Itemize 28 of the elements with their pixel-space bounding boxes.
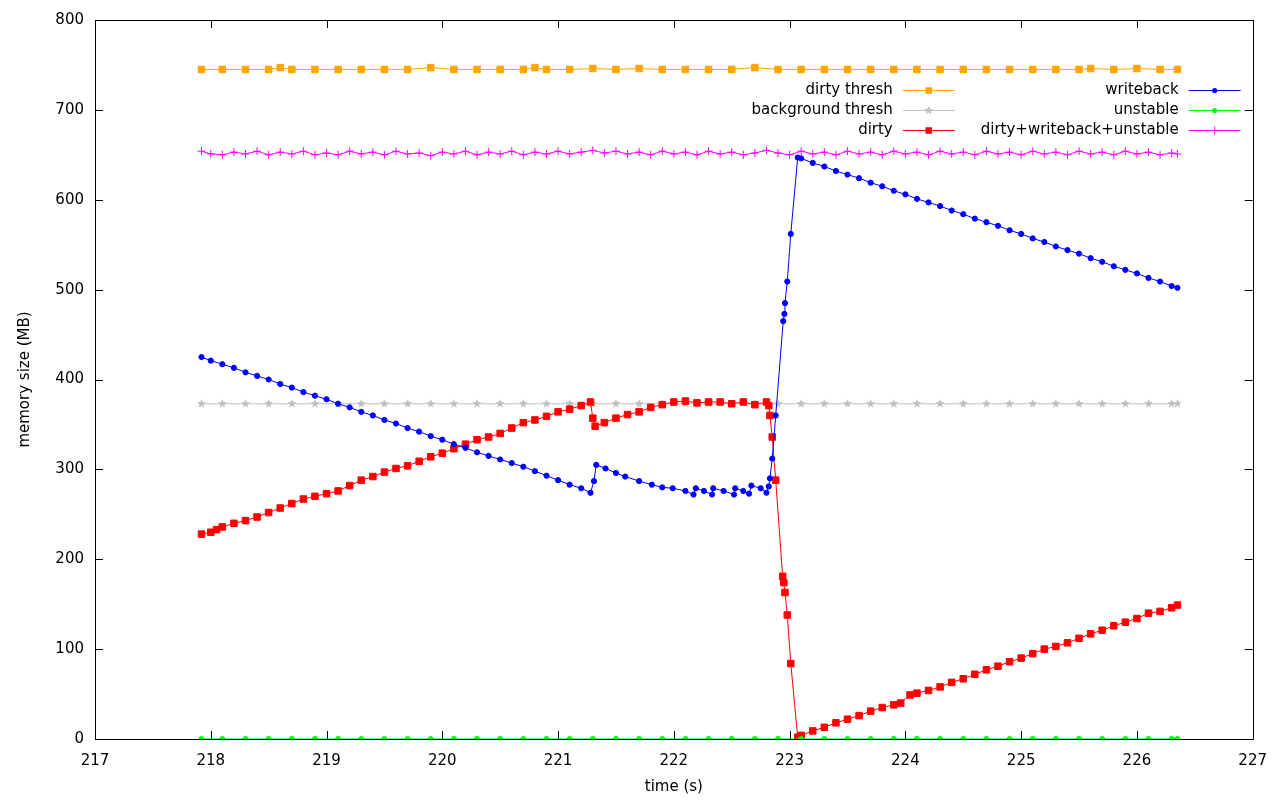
x-tick-label: 218 <box>196 750 226 769</box>
y-tick-label: 100 <box>55 639 84 658</box>
legend-label: writeback <box>1105 79 1179 98</box>
x-tick-label: 224 <box>891 750 920 769</box>
x-tick-label: 223 <box>775 750 804 769</box>
y-tick-label: 0 <box>74 728 84 747</box>
y-tick-label: 500 <box>55 279 84 298</box>
y-tick-label: 400 <box>55 369 84 388</box>
y-axis-title: memory size (MB) <box>14 311 33 448</box>
legend-label: dirty+writeback+unstable <box>980 119 1179 138</box>
x-tick-label: 221 <box>543 750 573 769</box>
x-tick-label: 220 <box>427 750 457 769</box>
x-tick-label: 225 <box>1006 750 1036 769</box>
x-axis-title: time (s) <box>644 776 703 795</box>
x-tick-label: 217 <box>80 750 110 769</box>
x-tick-label: 227 <box>1238 750 1268 769</box>
x-tick-label: 226 <box>1122 750 1152 769</box>
y-tick-label: 800 <box>55 9 84 28</box>
legend-label: unstable <box>1113 99 1179 118</box>
y-tick-label: 600 <box>55 189 84 208</box>
y-tick-label: 700 <box>55 99 84 118</box>
legend-label: background thresh <box>751 99 893 118</box>
legend-label: dirty <box>858 119 893 138</box>
legend-label: dirty thresh <box>805 79 893 98</box>
y-tick-label: 200 <box>55 549 84 568</box>
x-tick-label: 222 <box>659 750 689 769</box>
x-tick-label: 219 <box>312 750 341 769</box>
y-tick-label: 300 <box>55 459 84 478</box>
